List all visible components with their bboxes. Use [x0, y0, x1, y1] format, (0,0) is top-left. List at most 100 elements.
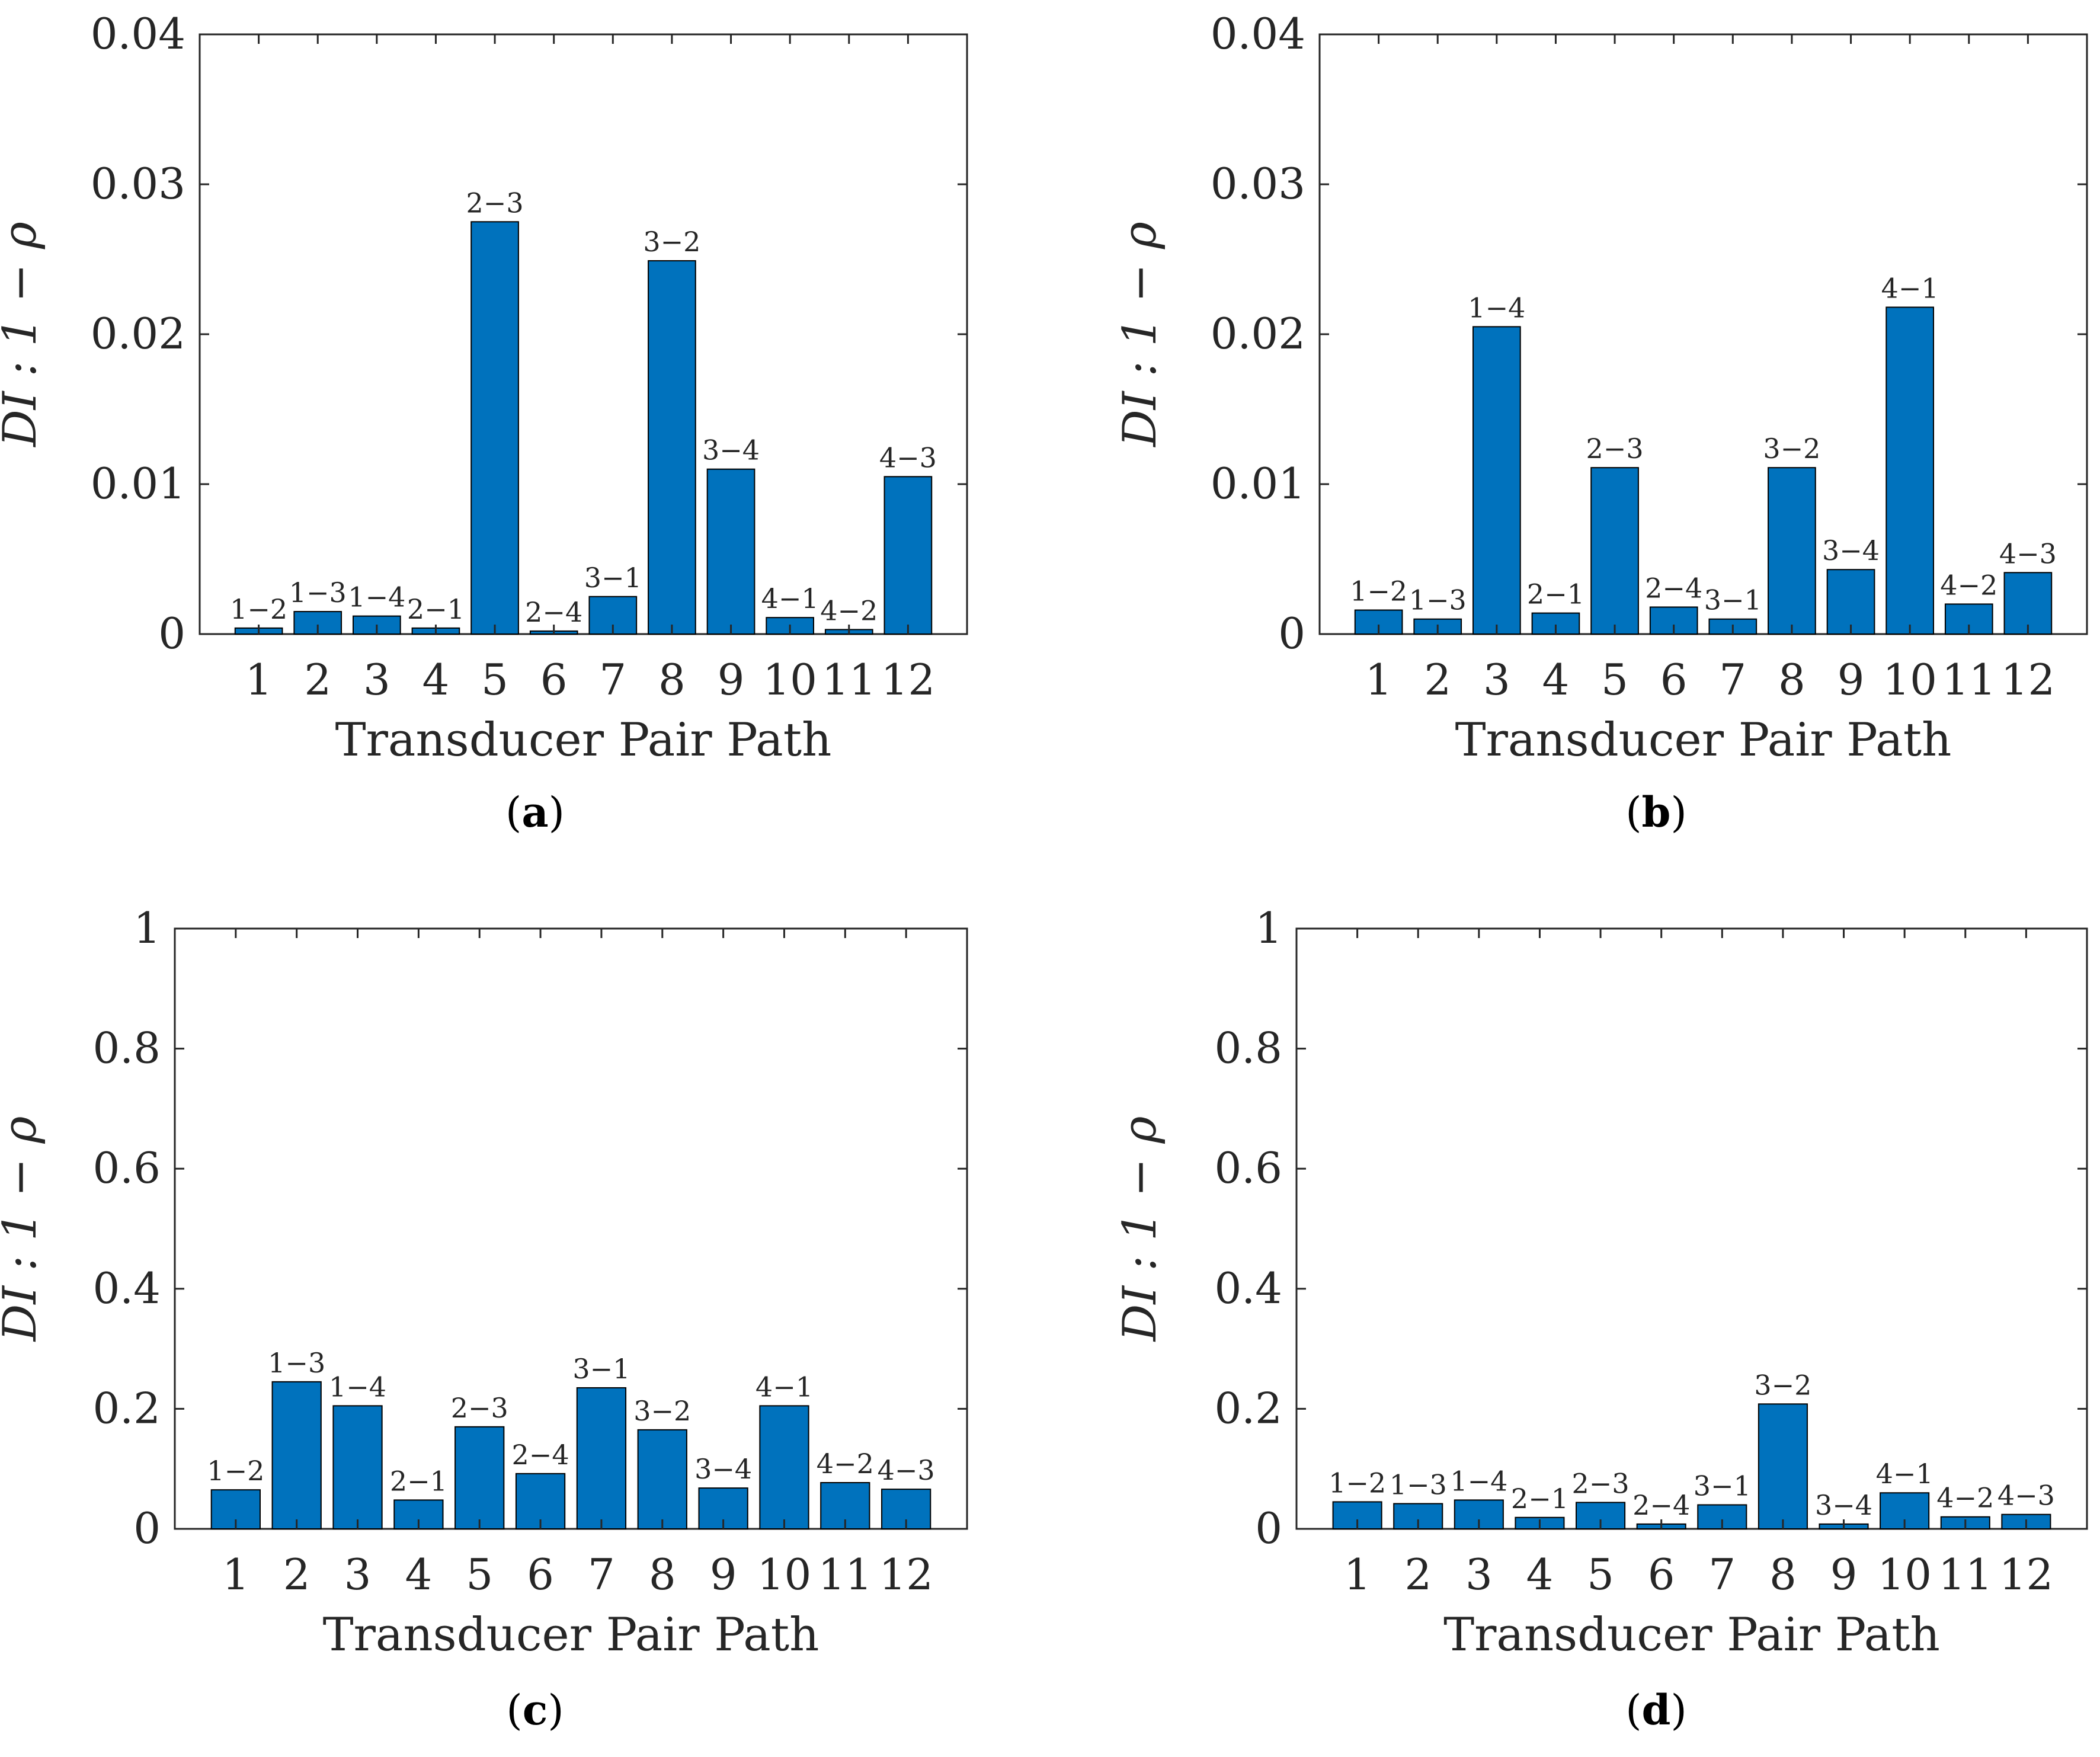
y-tick-label: 0	[1255, 1503, 1282, 1553]
plot-frame	[174, 927, 968, 1530]
bar-data-label: 1−2	[1328, 1467, 1386, 1499]
x-tick-label: 5	[466, 1550, 493, 1599]
y-axis-title: DI : 1 − ρ	[0, 222, 47, 448]
bar-8	[1768, 467, 1816, 635]
x-tick-label: 6	[540, 655, 568, 705]
bar-data-label: 4−1	[756, 1371, 813, 1403]
bar-data-label: 4−3	[879, 441, 937, 473]
x-tick-label: 10	[757, 1550, 812, 1599]
bar-data-label: 2−1	[1527, 578, 1584, 610]
x-tick-label: 5	[1587, 1550, 1614, 1599]
x-tick-label: 5	[481, 655, 508, 705]
bar-data-label: 3−1	[1694, 1470, 1751, 1502]
y-tick-label: 0.04	[91, 9, 185, 59]
x-tick-label: 8	[649, 1550, 676, 1599]
bar-data-label: 3−1	[584, 562, 642, 594]
bar-data-label: 4−1	[1881, 272, 1939, 304]
bar-7	[576, 1387, 627, 1530]
x-tick-label: 1	[222, 1550, 249, 1599]
bar-data-label: 2−3	[1572, 1467, 1630, 1499]
bar-data-label: 4−2	[820, 594, 878, 626]
bar-2	[271, 1381, 322, 1529]
chart-panel-b: 0 0.01 0.02 0.03 0.04 1 1−2 2 1−3 3 1−4 4 2−1 5 2−3 6 2−…	[1113, 9, 2088, 837]
x-tick-label: 11	[1938, 1550, 1993, 1599]
x-tick-label: 3	[363, 655, 390, 705]
bar-data-label: 4−2	[817, 1448, 874, 1480]
bar-data-label: 4−3	[1999, 537, 2057, 569]
bar-data-label: 2−3	[451, 1392, 508, 1424]
bar-data-label: 4−3	[878, 1454, 935, 1486]
bar-data-label: 1−4	[329, 1371, 386, 1403]
bar-data-label: 3−1	[572, 1353, 630, 1385]
bar-10	[759, 1405, 809, 1529]
panel-caption: (d)	[1625, 1685, 1687, 1734]
bar-data-label: 1−3	[1390, 1468, 1447, 1500]
x-tick-label: 3	[344, 1550, 372, 1599]
x-tick-label: 10	[1877, 1550, 1932, 1599]
x-tick-label: 9	[1830, 1550, 1858, 1599]
bar-5	[454, 1426, 505, 1530]
bar-data-label: 3−4	[1815, 1489, 1872, 1521]
bar-data-label: 1−2	[207, 1455, 264, 1487]
chart-panel-a: 0 0.01 0.02 0.03 0.04 1 1−2 2 1−3 3 1−4 4 2−1 5 2−3 6 2−…	[0, 9, 968, 837]
x-tick-label: 12	[879, 1550, 933, 1599]
bar-data-label: 3−2	[1763, 433, 1820, 465]
x-tick-label: 2	[283, 1550, 310, 1599]
y-tick-label: 0.6	[1214, 1143, 1282, 1193]
y-tick-label: 0.8	[92, 1023, 161, 1073]
y-tick-label: 1	[1255, 903, 1282, 953]
y-tick-label: 0.2	[1214, 1383, 1282, 1433]
x-tick-label: 8	[1778, 655, 1806, 705]
bar-data-label: 4−3	[1997, 1480, 2055, 1512]
bar-data-label: 4−1	[761, 583, 819, 615]
bar-data-label: 4−2	[1936, 1482, 1994, 1514]
bar-data-label: 2−1	[407, 593, 465, 625]
bar-data-label: 2−4	[512, 1439, 569, 1471]
x-tick-label: 6	[527, 1550, 554, 1599]
bar-6	[1649, 606, 1698, 635]
y-tick-label: 0.02	[1211, 309, 1305, 359]
chart-panel-d: 00.20.40.60.8111−221−331−442−152−362−473…	[1113, 903, 2088, 1734]
bar-data-label: 3−1	[1704, 584, 1762, 616]
bar-data-label: 1−3	[1409, 584, 1467, 616]
x-tick-label: 8	[658, 655, 686, 705]
x-axis-title: Transducer Pair Path	[1455, 713, 1952, 767]
bar-10	[1885, 306, 1934, 635]
y-tick-label: 0.8	[1214, 1023, 1282, 1073]
bar-data-label: 2−1	[390, 1465, 447, 1497]
bar-8	[637, 1429, 687, 1529]
y-tick-label: 0	[133, 1503, 161, 1553]
x-tick-label: 9	[1837, 655, 1865, 705]
bar-data-label: 2−1	[1511, 1483, 1568, 1515]
bar-data-label: 3−4	[1822, 535, 1880, 567]
bar-data-label: 3−2	[633, 1395, 691, 1427]
y-tick-label: 0	[1278, 609, 1305, 658]
x-tick-label: 2	[304, 655, 331, 705]
x-tick-label: 4	[422, 655, 450, 705]
x-axis-title: Transducer Pair Path	[1443, 1608, 1940, 1662]
x-tick-label: 1	[245, 655, 273, 705]
y-tick-label: 0.01	[1211, 459, 1305, 508]
bar-8	[1758, 1403, 1808, 1529]
y-axis-title: DI : 1 − ρ	[0, 1116, 47, 1343]
bar-data-label: 2−4	[1645, 572, 1702, 604]
x-tick-label: 4	[1526, 1550, 1554, 1599]
x-tick-label: 7	[588, 1550, 615, 1599]
x-tick-label: 8	[1769, 1550, 1797, 1599]
y-tick-label: 0.4	[1214, 1263, 1282, 1313]
bar-data-label: 1−2	[1350, 575, 1407, 607]
bar-data-label: 3−4	[694, 1453, 752, 1485]
bar-data-label: 1−4	[1450, 1465, 1507, 1497]
y-tick-label: 1	[133, 903, 161, 953]
bar-data-label: 1−2	[230, 593, 287, 625]
y-tick-label: 0.6	[92, 1143, 161, 1193]
bar-data-label: 1−3	[268, 1347, 325, 1379]
x-tick-label: 12	[881, 655, 936, 705]
x-tick-label: 7	[1719, 655, 1746, 705]
bar-data-label: 4−2	[1940, 569, 1997, 601]
y-tick-label: 0.03	[1211, 159, 1305, 209]
bar-5	[470, 221, 519, 635]
bar-data-label: 2−3	[1586, 433, 1644, 465]
bar-5	[1590, 467, 1639, 635]
